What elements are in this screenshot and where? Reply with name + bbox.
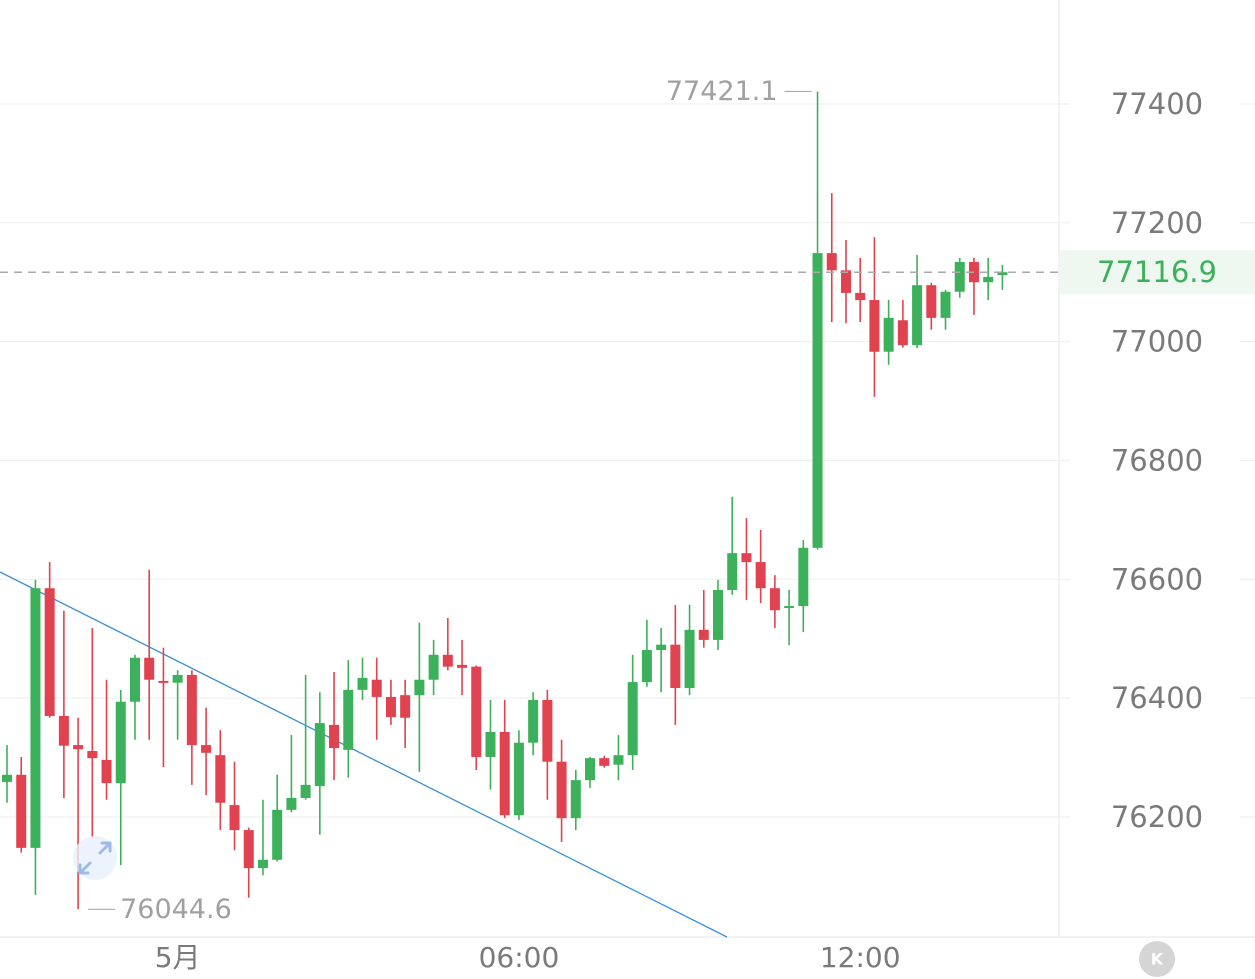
candle-body (16, 774, 27, 848)
x-tick-label: 06:00 (479, 941, 560, 974)
candle-body (457, 664, 468, 668)
candle-body (698, 629, 709, 640)
logo-label: K (1151, 950, 1164, 969)
y-tick-label: 77200 (1111, 206, 1203, 240)
candle-body (485, 732, 496, 757)
last-price-box (1060, 250, 1255, 295)
candle-body (656, 644, 667, 651)
candle-body (400, 695, 411, 718)
low-label: 76044.6 (120, 894, 232, 925)
high-label: 77421.1 (666, 76, 778, 107)
candle-body (229, 805, 240, 831)
candle-body (954, 262, 965, 292)
candle-body (314, 723, 325, 787)
candle-body (912, 285, 923, 346)
candle-body (129, 657, 140, 702)
candle-body (385, 696, 396, 718)
candle-body (329, 724, 340, 749)
candle-body (471, 666, 482, 757)
candle-body (641, 650, 652, 683)
candle-body (428, 654, 439, 680)
y-tick-label: 76600 (1111, 562, 1203, 596)
candle-body (144, 657, 155, 680)
candle-body (272, 809, 283, 860)
candle-body (101, 759, 112, 784)
candle-body (769, 588, 780, 611)
candle-body (826, 253, 837, 271)
candle-body (2, 774, 12, 782)
candle-body (343, 689, 354, 750)
candle-body (741, 553, 752, 563)
trend-line (0, 571, 728, 938)
candle-body (87, 751, 98, 759)
candle-body (613, 755, 624, 765)
candle-body (855, 292, 866, 301)
candle-body (684, 629, 695, 689)
candle-body (414, 679, 425, 696)
candle-body (158, 680, 169, 683)
last-price-label: 77116.9 (1097, 255, 1217, 289)
candle-body (897, 320, 908, 346)
candle-body (73, 745, 84, 750)
candle-body (528, 699, 539, 743)
candle-body (883, 317, 894, 352)
candle-body (755, 562, 766, 589)
candle-body (713, 590, 723, 640)
candle-body (997, 272, 1008, 276)
y-tick-label: 77000 (1111, 325, 1203, 359)
candle-body (257, 859, 268, 869)
candle-body (499, 732, 510, 816)
candle-body (869, 300, 880, 352)
candle-body (172, 674, 183, 683)
candle-body (542, 699, 553, 762)
y-tick-label: 77400 (1111, 87, 1203, 121)
candle-body (300, 784, 311, 798)
candle-body (840, 270, 851, 293)
candle-body (442, 654, 453, 667)
candles (2, 91, 1008, 910)
candle-body (115, 701, 126, 784)
candle-body (784, 606, 795, 609)
candle-body (670, 644, 681, 689)
y-tick-label: 76800 (1111, 443, 1203, 477)
y-tick-label: 76400 (1111, 681, 1203, 715)
candle-body (201, 745, 212, 753)
x-tick-label: 5月 (155, 941, 201, 974)
candle-body (44, 588, 55, 716)
candle-body (357, 677, 368, 690)
expand-icon[interactable] (73, 836, 117, 880)
candle-body (30, 588, 41, 848)
candle-body (812, 253, 823, 548)
candle-body (627, 682, 638, 756)
candle-body (513, 742, 524, 816)
candle-body (940, 291, 951, 318)
candle-body (599, 758, 610, 766)
candle-body (186, 674, 197, 746)
candle-body (371, 679, 382, 697)
candle-body (926, 285, 937, 318)
candle-body (58, 715, 69, 746)
candle-body (585, 758, 596, 781)
x-tick-label: 12:00 (820, 941, 901, 974)
candle-body (556, 761, 567, 819)
candle-body (243, 830, 254, 869)
candle-body (570, 780, 581, 819)
candle-body (798, 547, 809, 607)
candle-body (286, 797, 297, 810)
y-tick-label: 76200 (1111, 800, 1203, 834)
candle-body (983, 276, 994, 283)
candle-body (727, 553, 738, 591)
candle-body (215, 755, 226, 803)
logo-button[interactable]: K (1139, 941, 1175, 977)
